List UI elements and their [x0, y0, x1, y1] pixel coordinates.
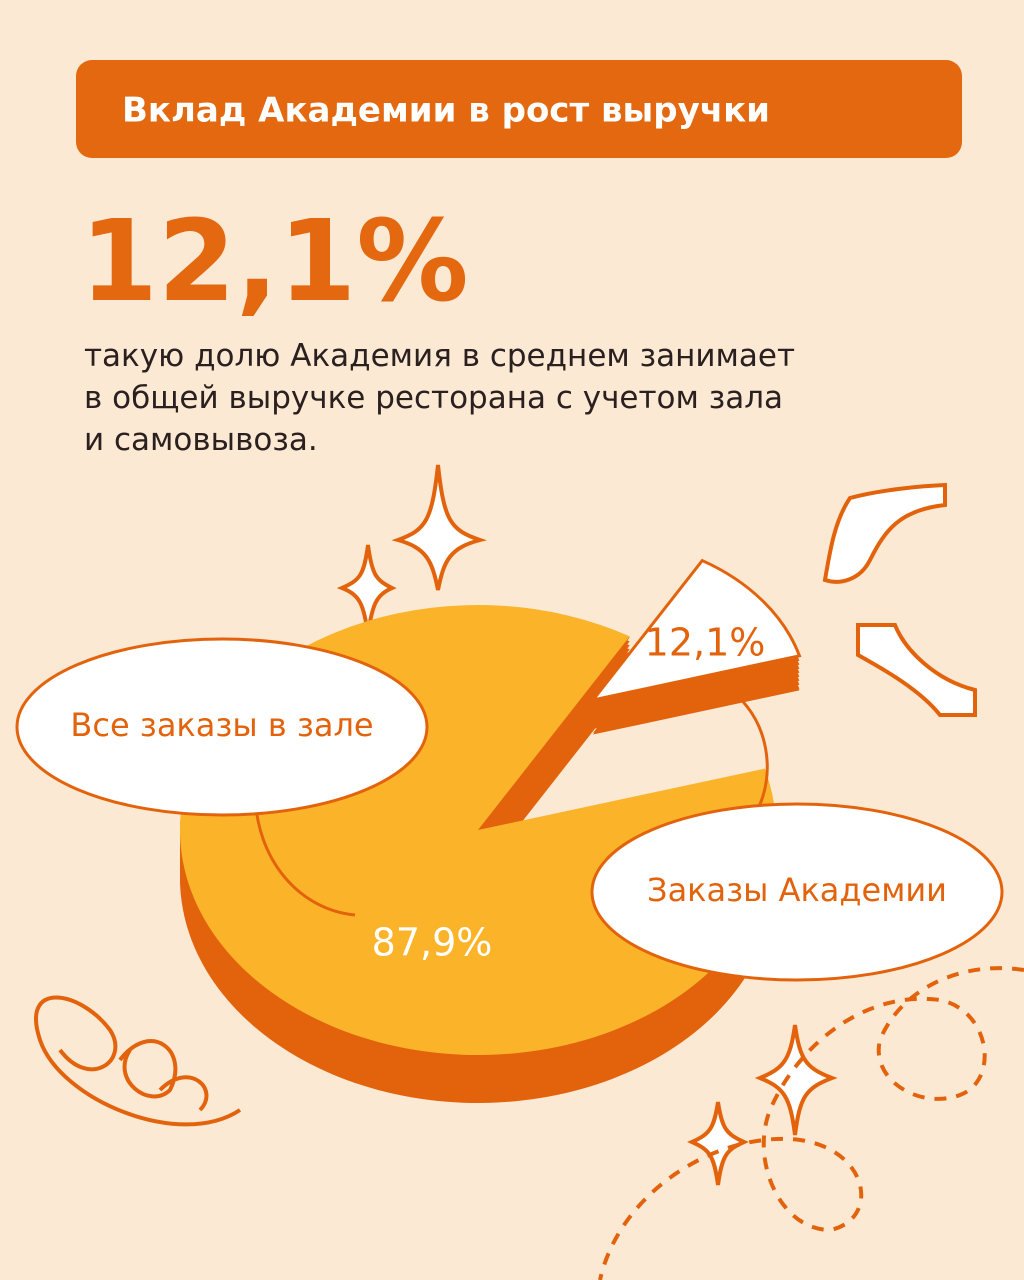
description-line: такую долю Академия в среднем занимает — [84, 338, 795, 374]
chart-title: Вклад Академии в рост выручки — [122, 91, 770, 131]
description-line: и самовывоза. — [84, 422, 318, 458]
value-label: 12,1% — [645, 621, 766, 665]
title-bar — [76, 60, 962, 158]
callout-bubble — [15, 637, 429, 817]
slice — [589, 558, 802, 703]
decorations — [34, 464, 1024, 1280]
description-line: в общей выручке ресторана с учетом зала — [84, 380, 783, 416]
headline: 12,1% — [80, 197, 469, 327]
category-label: Все заказы в зале — [70, 706, 373, 744]
category-label: Заказы Академии — [647, 871, 947, 909]
callout-bubble — [590, 802, 1004, 982]
value-label: 87,9% — [372, 921, 493, 965]
